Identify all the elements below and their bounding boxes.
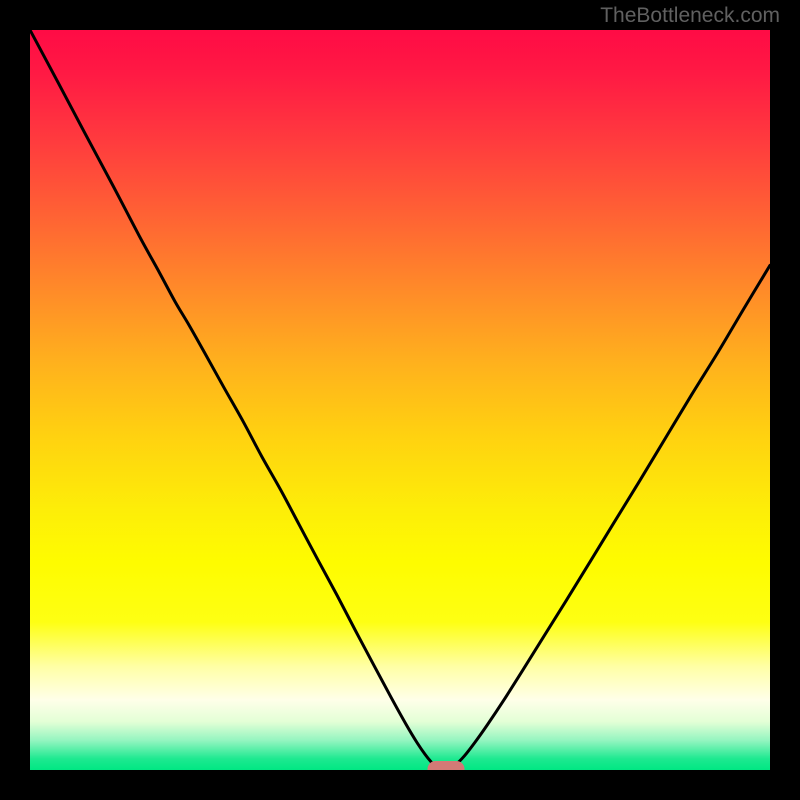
optimum-marker: [427, 761, 464, 770]
bottleneck-curve: [30, 30, 770, 770]
watermark-text: TheBottleneck.com: [600, 4, 780, 28]
plot-area: [30, 30, 770, 770]
